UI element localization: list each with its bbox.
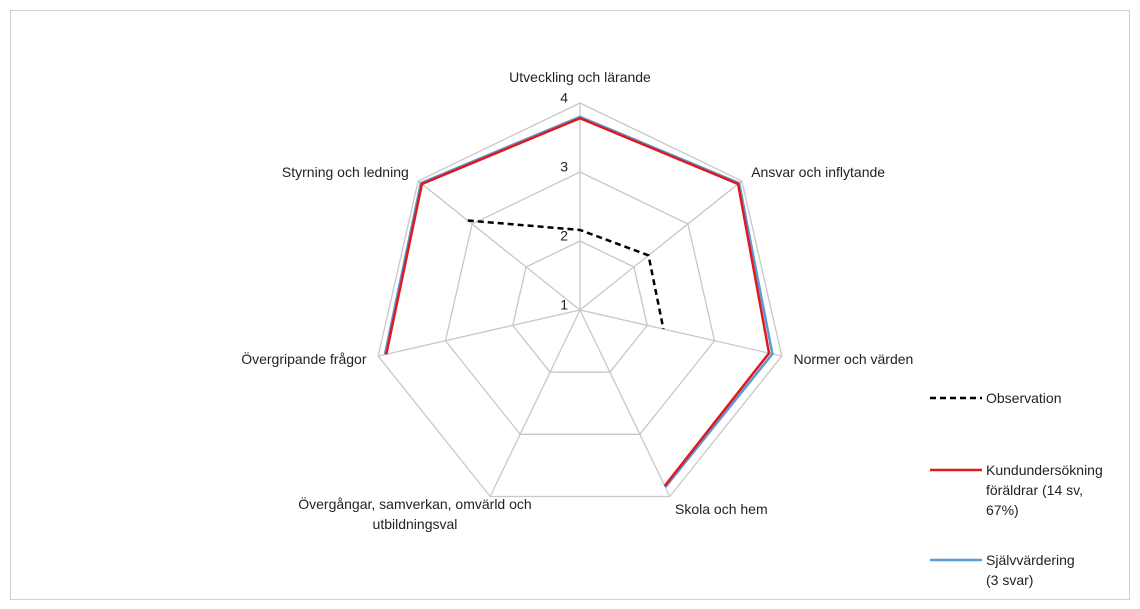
axis-spoke (579, 309, 671, 497)
grid-ring (512, 240, 648, 373)
legend-label: Självvärdering (3 svar) (986, 552, 1075, 588)
series-line (385, 116, 771, 487)
chart-border (10, 10, 1130, 600)
legend-label: Kundundersökning föräldrar (14 sv, 67%) (986, 462, 1103, 518)
legend-label: Observation (986, 390, 1062, 406)
category-label: Skola och hem (675, 501, 768, 518)
grid-ring (377, 102, 783, 498)
series-line (467, 219, 665, 330)
category-label: Normer och värden (793, 351, 914, 368)
category-label: Övergripande frågor (241, 351, 367, 368)
axis-spoke (579, 309, 782, 357)
axis-spoke (417, 180, 581, 311)
r-tick-label: 2 (560, 228, 568, 244)
category-label: Övergångar, samverkan, omvärld och utbil… (298, 496, 532, 533)
category-label: Ansvar och inflytande (751, 164, 886, 181)
category-label: Utveckling och lärande (509, 69, 651, 85)
axis-spoke (378, 309, 581, 357)
grid-ring (444, 171, 716, 435)
category-label: Styrning och ledning (281, 164, 409, 181)
r-tick-label: 4 (560, 90, 568, 106)
r-tick-label: 3 (560, 159, 568, 175)
r-tick-label: 1 (560, 297, 568, 313)
axis-spoke (489, 309, 581, 497)
axis-spoke (579, 180, 743, 311)
